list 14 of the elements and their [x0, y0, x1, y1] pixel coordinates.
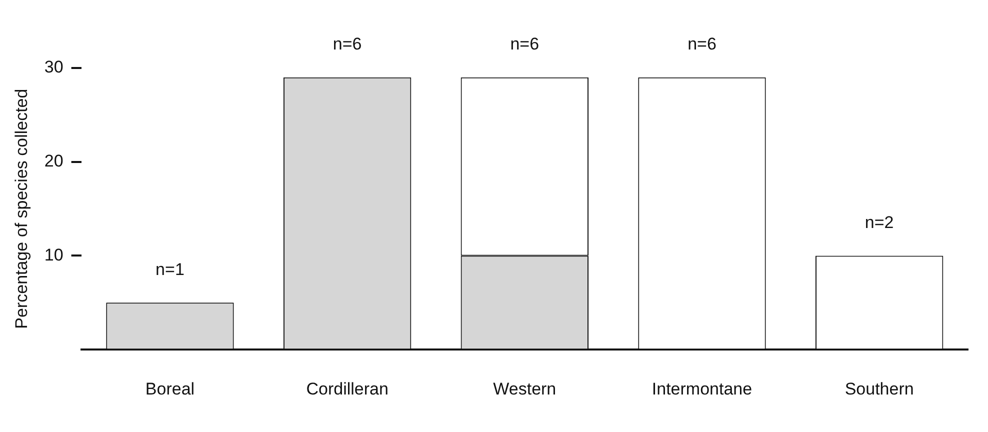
- annotation: n=1: [156, 260, 184, 279]
- annotation: n=6: [332, 34, 362, 54]
- y-tick-label: 20: [44, 152, 64, 171]
- y-axis-title: Percentage of species collected: [12, 88, 31, 329]
- x-tick-label: Boreal: [145, 379, 195, 398]
- y-tick-label: 10: [44, 245, 64, 264]
- x-tick-label: Cordilleran: [306, 379, 388, 398]
- x-tick-label: Western: [493, 379, 556, 398]
- annotation: n=2: [864, 212, 894, 232]
- annotation: n=6: [510, 34, 540, 54]
- x-tick-label: Intermontane: [652, 379, 752, 398]
- x-tick-label: Southern: [844, 379, 914, 398]
- y-tick-label: 30: [44, 58, 64, 77]
- annotation: n=6: [688, 34, 716, 54]
